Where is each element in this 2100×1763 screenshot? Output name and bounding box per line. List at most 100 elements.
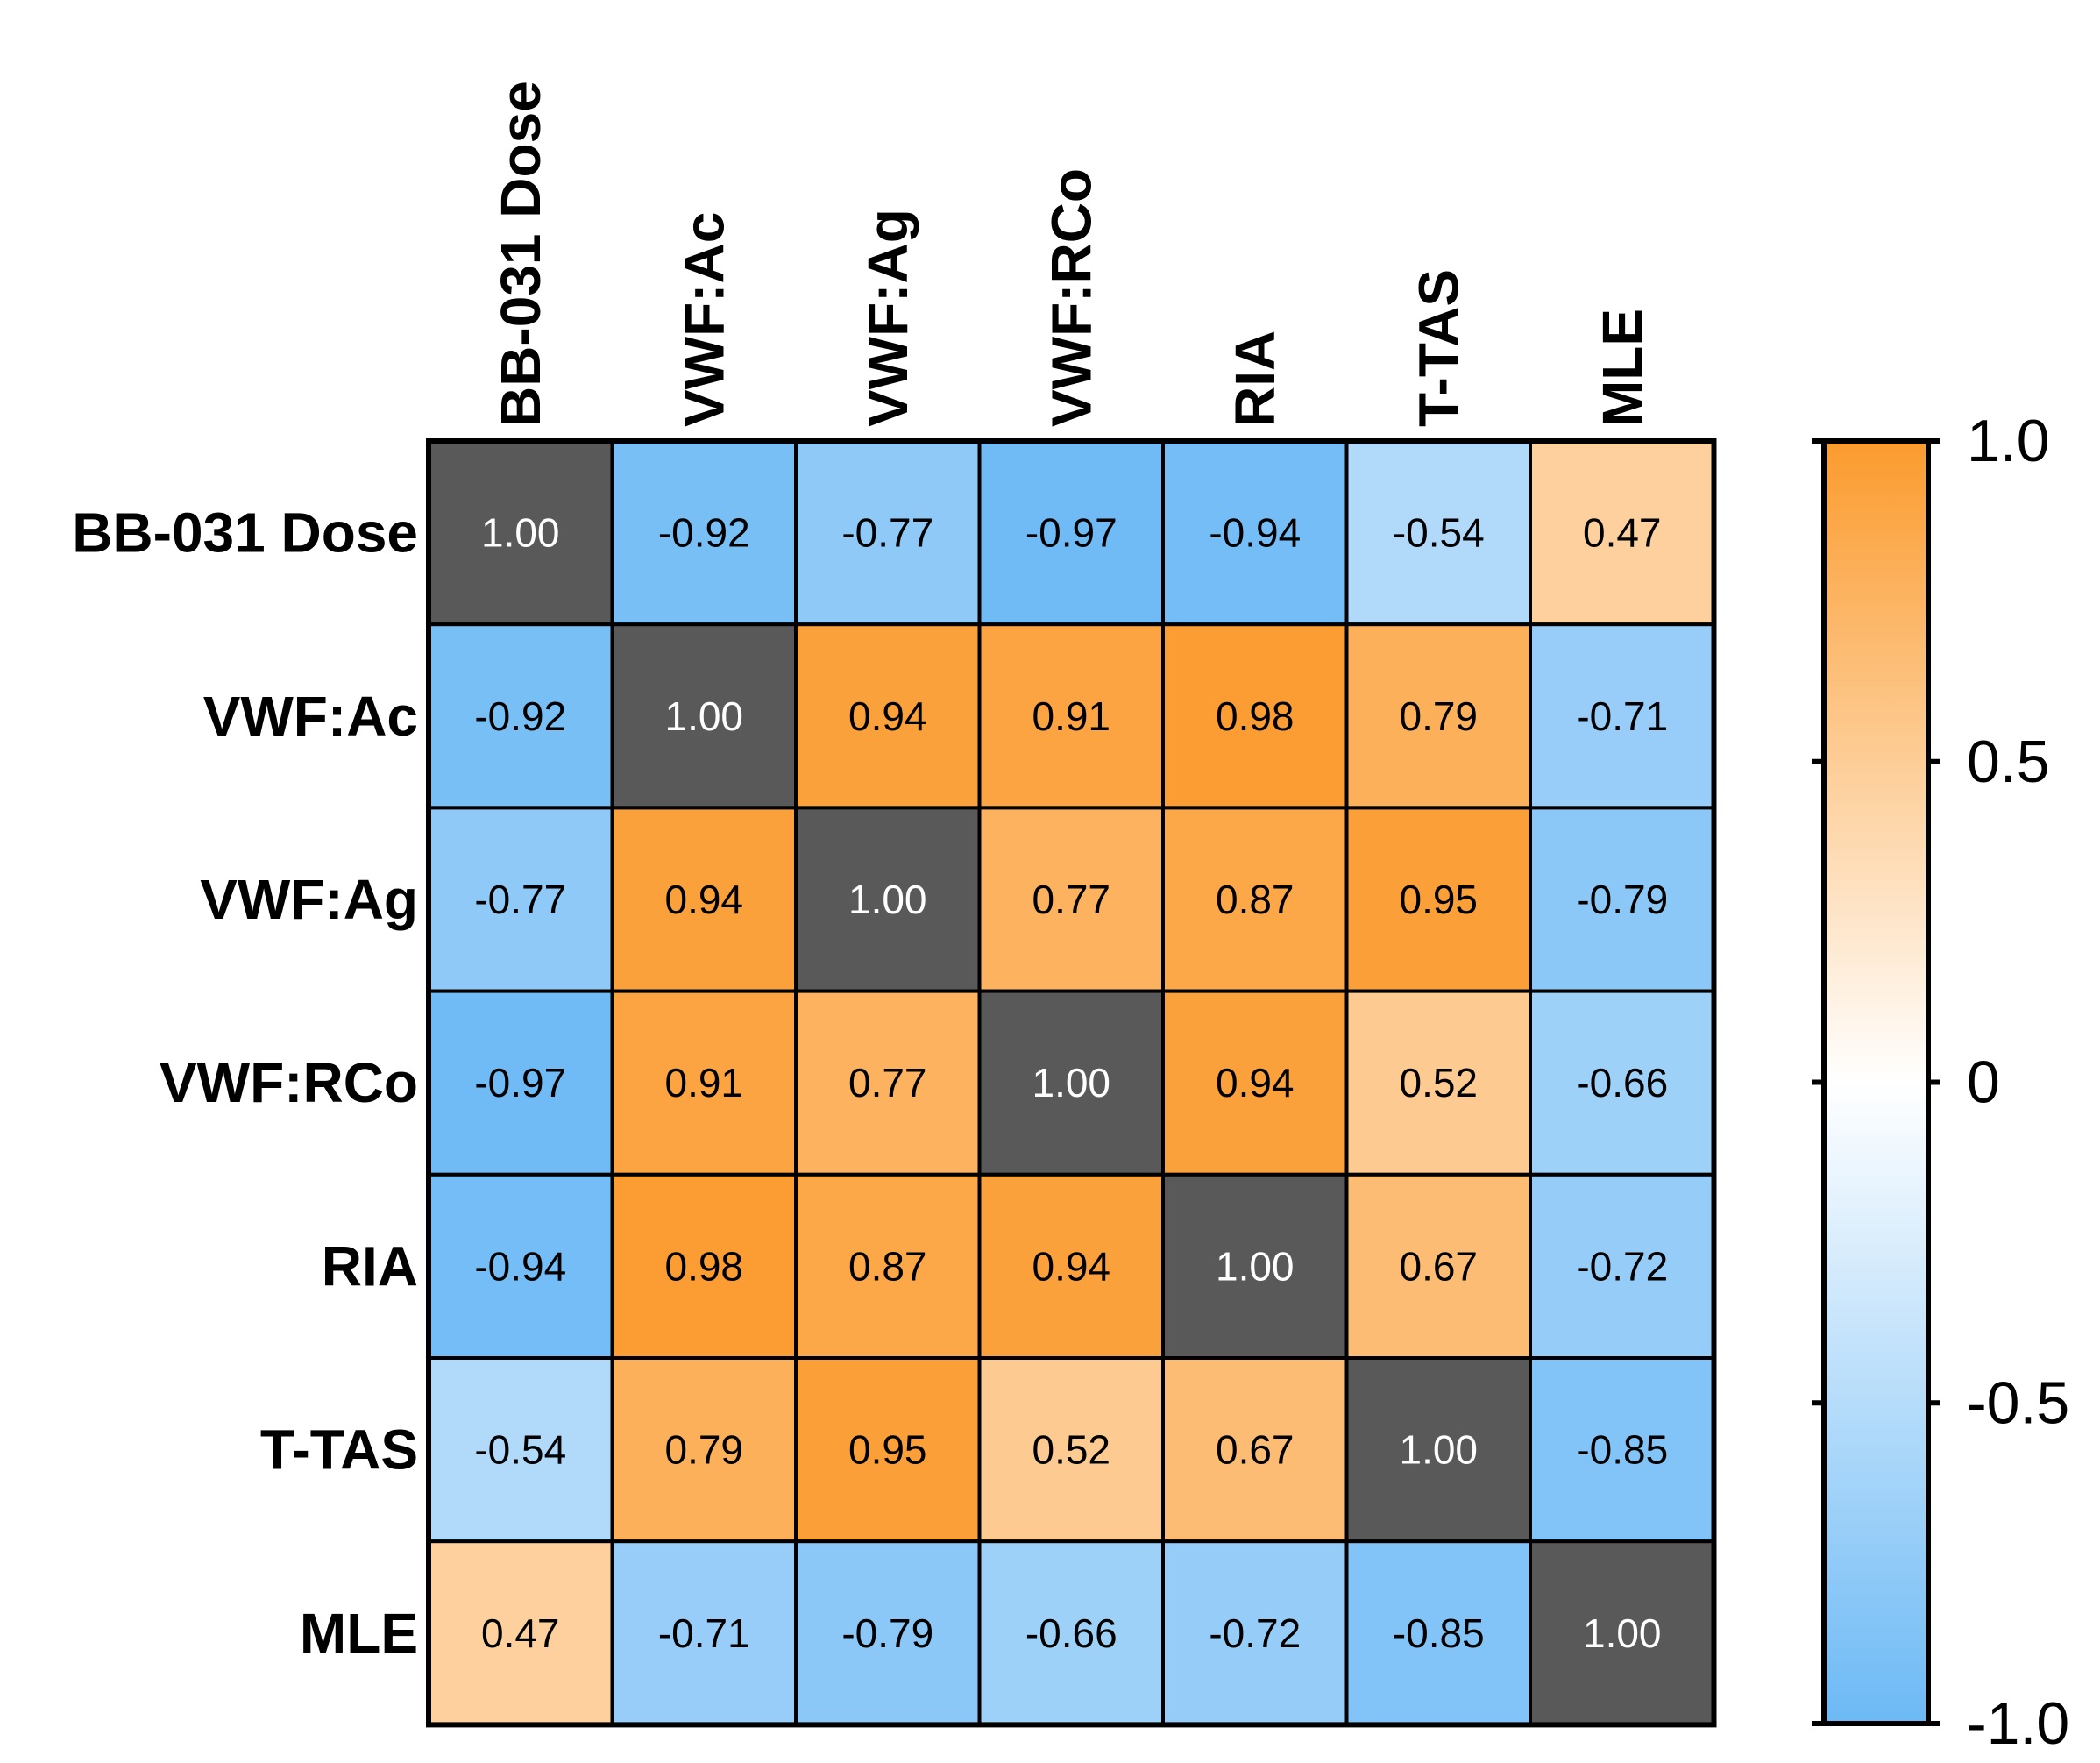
cell-value-label: 0.98 [664, 1243, 743, 1289]
cell-value-label: 0.98 [1216, 693, 1295, 739]
cell-value-label: -0.77 [841, 510, 933, 556]
cell-value-label: -0.85 [1393, 1610, 1485, 1656]
cell-value-label: 0.91 [664, 1060, 743, 1105]
cell-value-label: 1.00 [1399, 1427, 1478, 1473]
cell-value-label: -0.79 [841, 1610, 933, 1656]
heatmap-cell [794, 1172, 982, 1361]
cell-value-label: -0.54 [1393, 510, 1485, 556]
cell-value-label: 0.77 [1032, 877, 1110, 922]
heatmap-cell-values: 1.00 -0.92 -0.77 -0.97 -0.94 -0.54 0.47 -0.92 1.… [474, 510, 1668, 1656]
heatmap-cell [977, 989, 1165, 1177]
heatmap-cell [794, 1539, 982, 1727]
cell-value-label: 0.52 [1399, 1060, 1478, 1105]
cell-value-label: 0.94 [664, 877, 743, 922]
cell-value-label: 1.00 [848, 877, 927, 922]
heatmap-cell [610, 806, 798, 993]
heatmap-cell [794, 806, 982, 993]
heatmap-cell [427, 1539, 614, 1727]
heatmap-cell [1161, 1539, 1349, 1727]
heatmap-cell [427, 1356, 614, 1544]
heatmap-cell [1529, 1356, 1716, 1544]
heatmap-cell [610, 439, 798, 627]
heatmap-cell [1161, 806, 1349, 993]
heatmap-cell [1529, 989, 1716, 1177]
heatmap-cell [1344, 439, 1532, 627]
cell-value-label: -0.77 [474, 877, 566, 922]
heatmap-cell [1529, 622, 1716, 810]
cell-value-label: 0.91 [1032, 693, 1110, 739]
cell-value-label: 0.67 [1216, 1427, 1295, 1473]
column-label: VWF:Ac [672, 212, 735, 427]
cell-value-label: -0.54 [474, 1427, 566, 1473]
cell-value-label: -0.71 [658, 1610, 750, 1656]
heatmap-cell [794, 622, 982, 810]
heatmap-cell [977, 1356, 1165, 1544]
colorbar-tick-label: 0.5 [1967, 729, 2050, 795]
heatmap-cell [977, 1539, 1165, 1727]
cell-value-label: -0.79 [1576, 877, 1668, 922]
column-label: MLE [1591, 309, 1654, 427]
cell-value-label: -0.66 [1025, 1610, 1117, 1656]
column-label: BB-031 Dose [489, 81, 552, 427]
cell-value-label: -0.72 [1209, 1610, 1301, 1656]
heatmap-cell [1344, 806, 1532, 993]
cell-value-label: 0.94 [848, 693, 927, 739]
cell-value-label: 0.47 [481, 1610, 560, 1656]
column-label: RIA [1224, 331, 1287, 427]
cell-value-label: 0.52 [1032, 1427, 1110, 1473]
heatmap-cell [610, 989, 798, 1177]
cell-value-label: 0.79 [664, 1427, 743, 1473]
cell-value-label: 0.94 [1032, 1243, 1110, 1289]
cell-value-label: 1.00 [481, 510, 560, 556]
cell-value-label: -0.94 [474, 1243, 566, 1289]
heatmap-cell [610, 1356, 798, 1544]
colorbar-tick-label: 1.0 [1967, 408, 2050, 474]
cell-value-label: 0.87 [1216, 877, 1295, 922]
cell-value-label: 1.00 [1216, 1243, 1295, 1289]
column-label: T-TAS [1407, 269, 1470, 427]
cell-value-label: -0.85 [1576, 1427, 1668, 1473]
row-label: VWF:RCo [160, 1051, 418, 1114]
colorbar-gradient [1821, 438, 1931, 1726]
column-label: VWF:RCo [1039, 168, 1103, 427]
cell-value-label: 0.77 [848, 1060, 927, 1105]
cell-value-label: -0.92 [474, 693, 566, 739]
heatmap-cell [427, 439, 614, 627]
heatmap-border [426, 438, 1717, 1728]
colorbar-tick-label: -1.0 [1967, 1690, 2069, 1757]
cell-value-label: -0.72 [1576, 1243, 1668, 1289]
row-label: VWF:Ag [200, 868, 418, 931]
column-labels: BB-031 Dose VWF:Ac VWF:Ag VWF:RCo RIA T-TAS ML… [489, 81, 1654, 427]
cell-value-label: 0.67 [1399, 1243, 1478, 1289]
cell-value-label: 1.00 [1032, 1060, 1110, 1105]
heatmap-cell [1344, 989, 1532, 1177]
colorbar: -1.0 -0.5 0 0.5 1.0 [1812, 408, 2069, 1757]
colorbar-tick-label: 0 [1967, 1049, 2000, 1116]
row-label: VWF:Ac [203, 685, 418, 748]
cell-value-label: 0.79 [1399, 693, 1478, 739]
heatmap-cells [427, 439, 1716, 1727]
heatmap-cell [1529, 1539, 1716, 1727]
row-label: BB-031 Dose [72, 501, 418, 565]
row-labels: BB-031 Dose VWF:Ac VWF:Ag VWF:RCo RIA T-TAS ML… [72, 501, 418, 1665]
cell-value-label: -0.66 [1576, 1060, 1668, 1105]
row-label: T-TAS [260, 1418, 418, 1482]
row-label: RIA [322, 1234, 418, 1297]
heatmap-cell [1161, 622, 1349, 810]
heatmap-cell [1344, 1539, 1532, 1727]
cell-value-label: 0.95 [848, 1427, 927, 1473]
heatmap-cell [1529, 806, 1716, 993]
heatmap-cell [1161, 1356, 1349, 1544]
cell-value-label: -0.97 [474, 1060, 566, 1105]
heatmap-cell [977, 806, 1165, 993]
cell-value-label: 1.00 [664, 693, 743, 739]
cell-value-label: 1.00 [1583, 1610, 1662, 1656]
column-label: VWF:Ag [856, 209, 919, 427]
cell-value-label: -0.97 [1025, 510, 1117, 556]
cell-value-label: 0.47 [1583, 510, 1662, 556]
cell-value-label: 0.94 [1216, 1060, 1295, 1105]
heatmap-cell [427, 1172, 614, 1361]
colorbar-ticks: -1.0 -0.5 0 0.5 1.0 [1812, 408, 2069, 1757]
cell-value-label: 0.95 [1399, 877, 1478, 922]
